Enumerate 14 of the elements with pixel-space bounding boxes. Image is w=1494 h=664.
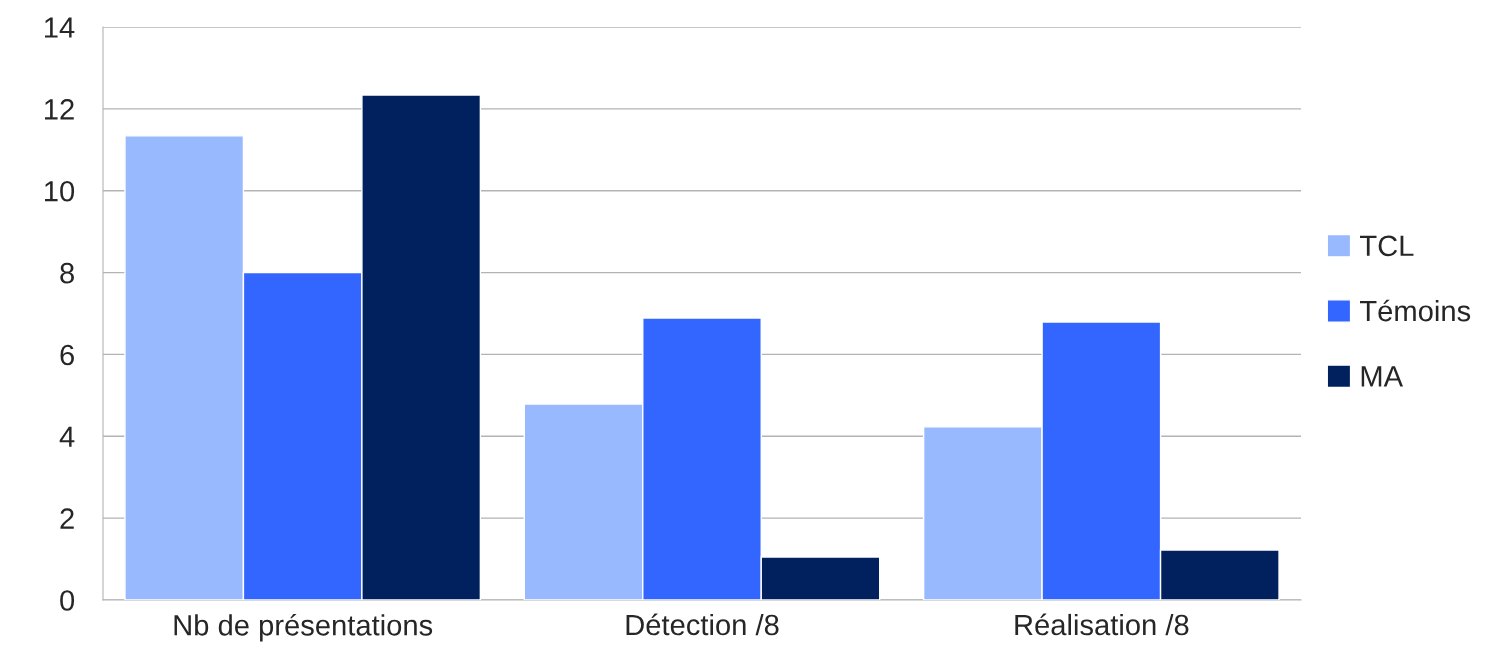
- y-tick-label: 8: [60, 262, 74, 284]
- y-tick-label: 10: [45, 180, 75, 202]
- y-tick-label: 12: [45, 99, 74, 120]
- x-tick-label: Réalisation /8: [1015, 613, 1189, 636]
- y-tick-label: 4: [59, 426, 75, 447]
- legend-label: TCL: [1359, 235, 1414, 257]
- x-tick-label: Détection /8: [626, 613, 779, 636]
- y-tick-label: 2: [60, 508, 74, 529]
- y-tick-label: 0: [60, 590, 75, 611]
- legend-label: MA: [1361, 366, 1404, 387]
- y-tick-label: 6: [60, 344, 74, 366]
- y-tick-label: 14: [45, 17, 75, 38]
- legend-label: Témoins: [1359, 299, 1471, 322]
- x-tick-label: Nb de présentations: [174, 613, 433, 642]
